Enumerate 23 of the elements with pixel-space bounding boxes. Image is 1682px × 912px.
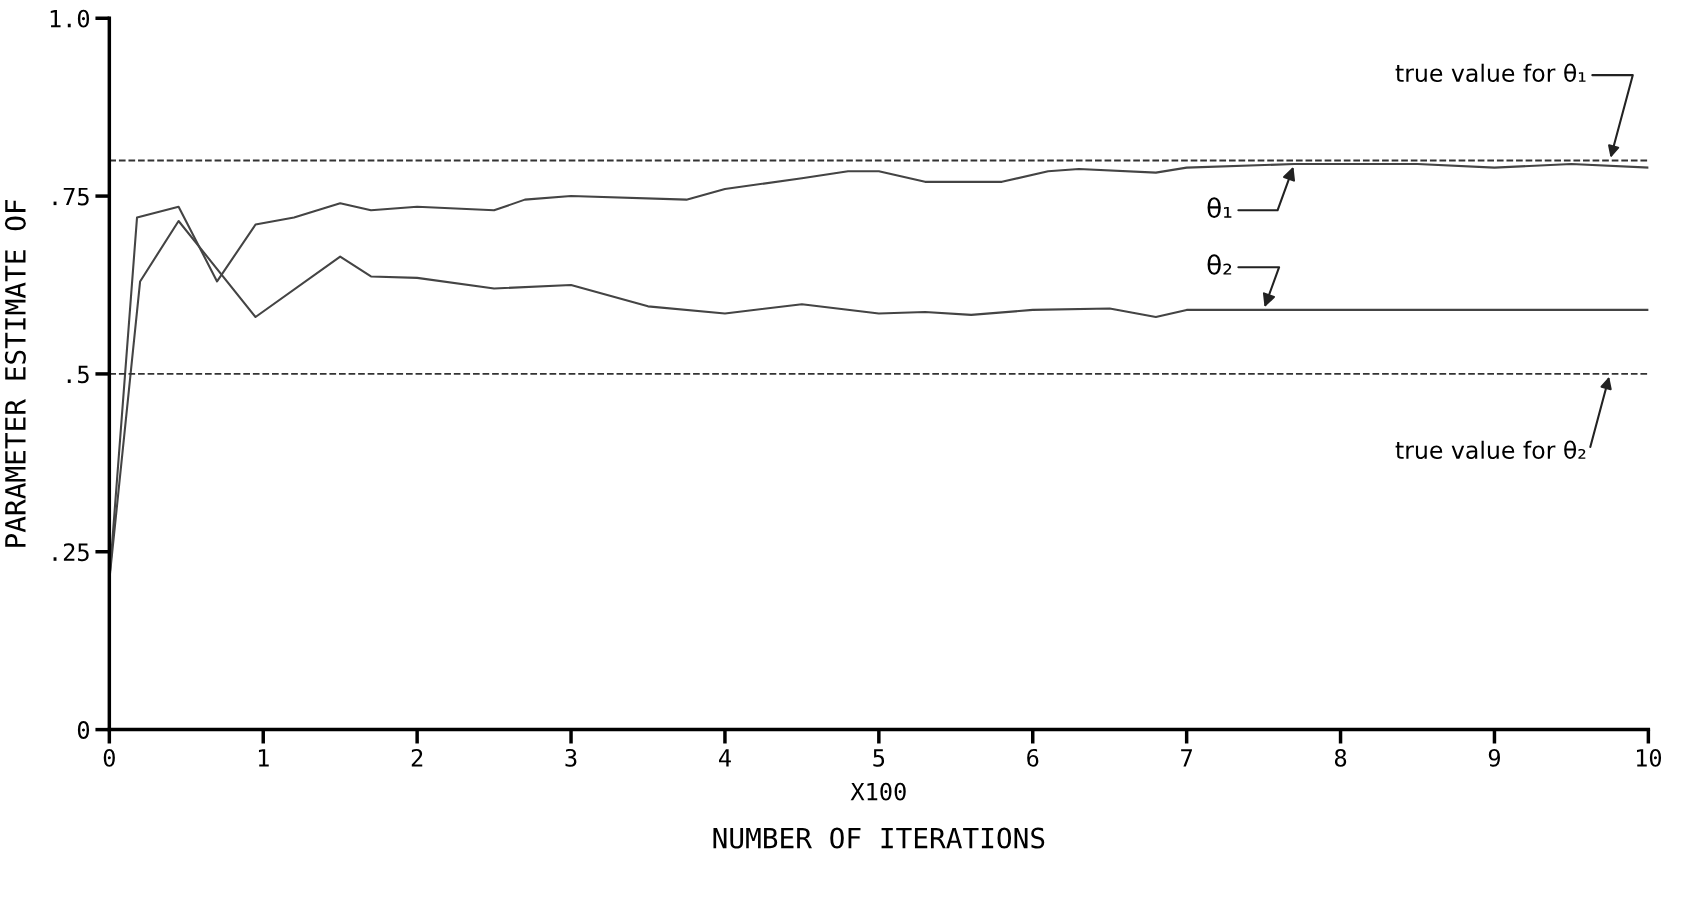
y-tick-label: 0	[77, 721, 90, 739]
ref-line-label: true value for θ₂	[1395, 440, 1586, 460]
x-tick-label: 6	[1027, 748, 1039, 767]
y-tick-label: .75	[53, 187, 89, 206]
y-tick-label: .25	[53, 543, 89, 562]
x-tick-label: 0	[103, 748, 115, 767]
x-tick-label: 10	[1636, 748, 1662, 767]
series-label: θ₁	[1207, 197, 1232, 218]
y-tick-label: .5	[67, 365, 89, 384]
series-label: θ₂	[1207, 254, 1232, 275]
y-tick-label: 1.0	[50, 9, 90, 28]
x-tick-label: 7	[1181, 749, 1192, 767]
x-tick-label: 2	[411, 748, 423, 767]
x-tick-label: 8	[1334, 748, 1347, 767]
x-tick-label: 4	[719, 749, 731, 767]
y-axis-title: PARAMETER ESTIMATE OF	[4, 199, 26, 547]
x-tick-label: 1	[258, 749, 269, 767]
x-axis-title: NUMBER OF ITERATIONS	[713, 827, 1045, 849]
x-tick-label: 5	[873, 749, 885, 767]
x-tick-label: 9	[1488, 748, 1500, 767]
text: X100	[850, 782, 906, 801]
x-tick-label: 3	[565, 748, 577, 767]
ref-line-label: true value for θ₁	[1395, 63, 1586, 82]
